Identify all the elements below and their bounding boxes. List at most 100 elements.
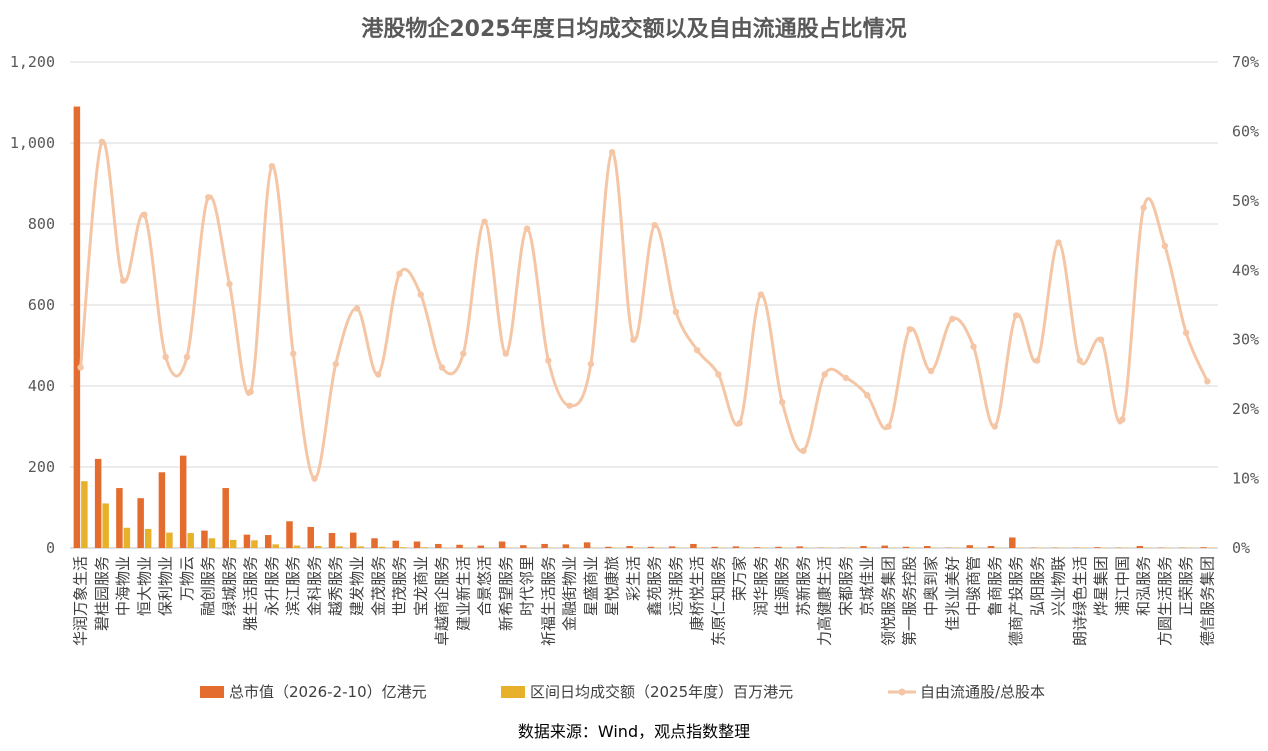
- point-float-ratio: [438, 364, 446, 371]
- bar-market-cap: [307, 526, 314, 548]
- point-float-ratio: [247, 388, 254, 395]
- bar-market-cap: [286, 521, 293, 548]
- bar-turnover: [81, 481, 88, 548]
- y-right-tick-label: 0%: [1232, 539, 1250, 557]
- x-category-label: 金茂服务: [369, 556, 387, 616]
- gridlines: [70, 61, 1218, 549]
- x-category-label: 朗诗绿色生活: [1071, 556, 1089, 646]
- point-float-ratio: [523, 225, 531, 232]
- bar-market-cap: [116, 488, 123, 548]
- bar-turnover: [421, 547, 428, 548]
- point-float-ratio: [311, 475, 318, 482]
- point-float-ratio: [970, 343, 977, 350]
- y-right-tick-label: 40%: [1232, 261, 1259, 279]
- bar-market-cap: [732, 546, 740, 548]
- point-float-ratio: [885, 423, 892, 430]
- bar-turnover: [144, 528, 152, 548]
- x-category-label: 佳源服务: [773, 556, 791, 616]
- line-series: [77, 138, 1211, 482]
- bar-market-cap: [350, 532, 357, 548]
- point-float-ratio: [821, 371, 828, 378]
- legend-swatch-market-cap: [200, 686, 224, 698]
- bar-turnover: [208, 538, 216, 548]
- x-axis-labels: 华润万象生活 碧桂园服务 中海物业 恒大物业 保利物业 万物云 融创服务 绿城服务 雅生活服务永…: [72, 556, 1217, 646]
- point-float-ratio: [927, 367, 935, 375]
- y-left-tick-label: 600: [28, 296, 55, 314]
- x-category-label: 彩生活: [624, 556, 642, 601]
- y-left-tick-label: 400: [28, 377, 55, 395]
- bar-turnover: [272, 544, 279, 548]
- x-category-label: 正荣服务: [1177, 556, 1195, 616]
- point-float-ratio: [119, 277, 127, 284]
- bar-market-cap: [201, 530, 208, 548]
- bar-market-cap: [328, 533, 336, 548]
- bar-turnover: [229, 539, 237, 548]
- point-float-ratio: [1119, 416, 1126, 423]
- line-float-ratio: [79, 139, 1209, 481]
- bar-series: [73, 106, 1215, 549]
- x-category-label: 建业新生活: [454, 556, 472, 631]
- bar-market-cap: [690, 543, 697, 548]
- point-float-ratio: [141, 211, 148, 218]
- bar-market-cap: [796, 546, 803, 548]
- point-float-ratio: [842, 374, 850, 382]
- y-left-tick-label: 800: [28, 215, 55, 233]
- point-float-ratio: [396, 270, 403, 277]
- point-float-ratio: [1055, 239, 1062, 246]
- point-float-ratio: [800, 447, 807, 454]
- x-category-label: 方圆生活服务: [1156, 556, 1174, 646]
- point-float-ratio: [1012, 312, 1020, 319]
- x-category-label: 烨星集团: [1092, 556, 1110, 616]
- bar-market-cap: [371, 538, 378, 548]
- bar-market-cap: [413, 541, 421, 548]
- bar-turnover: [293, 545, 301, 548]
- point-float-ratio: [226, 280, 233, 288]
- x-category-label: 新希望服务: [497, 556, 515, 631]
- point-float-ratio: [183, 353, 191, 361]
- point-float-ratio: [290, 350, 297, 357]
- legend-label-float-ratio: 自由流通股/总股本: [920, 683, 1045, 701]
- bar-market-cap: [647, 546, 655, 548]
- point-float-ratio: [502, 350, 510, 357]
- bar-market-cap: [902, 546, 910, 548]
- y-right-tick-label: 10%: [1232, 470, 1259, 488]
- point-float-ratio: [332, 360, 339, 368]
- x-category-label: 浦江中国: [1113, 556, 1131, 616]
- bar-market-cap: [222, 488, 229, 548]
- bar-market-cap: [137, 498, 144, 548]
- x-category-label: 佳兆业美好: [943, 556, 961, 631]
- bar-market-cap: [1200, 547, 1207, 548]
- x-category-label: 越秀服务: [327, 556, 345, 616]
- x-category-label: 兴业物联: [1050, 556, 1068, 616]
- point-float-ratio: [587, 360, 595, 368]
- bar-market-cap: [435, 543, 442, 548]
- point-float-ratio: [757, 291, 765, 298]
- point-float-ratio: [715, 371, 722, 378]
- bar-market-cap: [264, 535, 272, 548]
- bar-market-cap: [498, 541, 506, 548]
- bar-market-cap: [966, 545, 974, 548]
- bar-turnover: [400, 547, 407, 548]
- bar-market-cap: [1136, 545, 1144, 548]
- point-float-ratio: [630, 336, 637, 343]
- bar-market-cap: [924, 545, 931, 548]
- x-category-label: 星盛商业: [582, 556, 600, 616]
- y-left-tick-label: 200: [28, 458, 55, 476]
- x-category-label: 宝龙商业: [412, 556, 430, 616]
- point-float-ratio: [672, 308, 680, 316]
- legend-label-turnover: 区间日均成交额（2025年度）百万港元: [530, 683, 793, 701]
- point-float-ratio: [1034, 357, 1041, 364]
- x-category-label: 宋都服务: [837, 556, 855, 616]
- x-category-label: 第一服务控股: [901, 556, 919, 646]
- point-float-ratio: [1140, 204, 1147, 211]
- point-float-ratio: [460, 350, 467, 357]
- bar-market-cap: [987, 545, 995, 548]
- x-category-label: 金科服务: [305, 556, 323, 616]
- x-category-label: 德信服务集团: [1198, 556, 1216, 646]
- x-category-label: 弘阳服务: [1028, 556, 1046, 616]
- point-float-ratio: [651, 221, 658, 229]
- legend-label-market-cap: 总市值（2026-2-10）亿港元: [229, 683, 427, 701]
- x-category-label: 永升服务: [263, 556, 281, 616]
- bar-turnover: [102, 503, 109, 548]
- x-category-label: 中骏商管: [965, 556, 983, 616]
